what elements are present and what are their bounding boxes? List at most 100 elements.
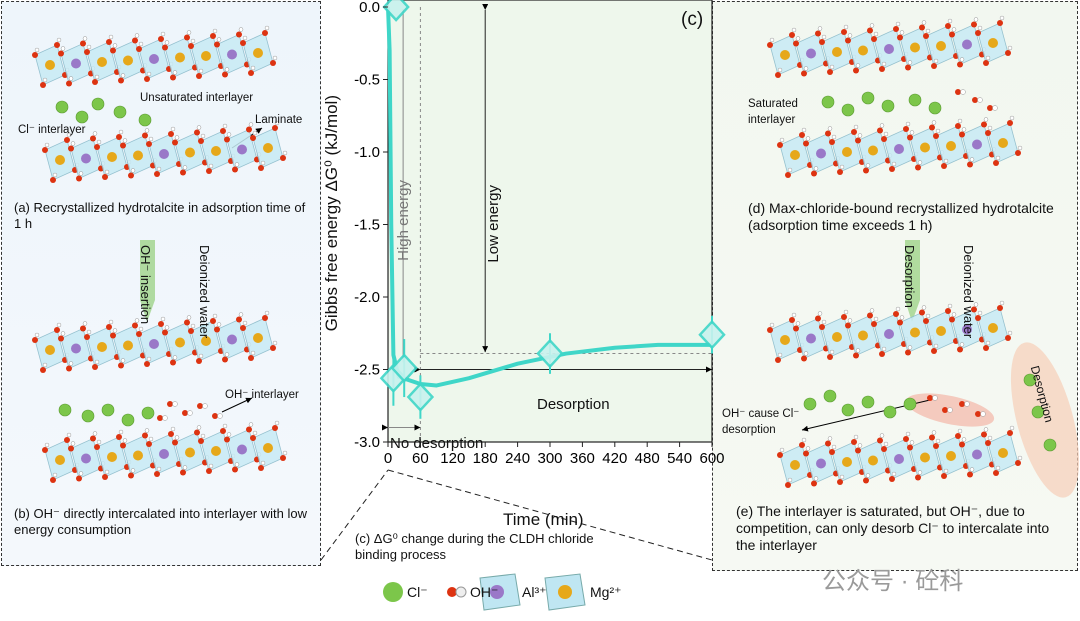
oxygen-atom <box>162 329 168 336</box>
hydrogen-atom <box>272 55 278 61</box>
mg-atom <box>946 141 956 151</box>
oxygen-atom <box>58 335 64 342</box>
oh-hydrogen <box>960 89 966 95</box>
oxygen-atom <box>827 354 833 360</box>
oxygen-atom <box>58 50 64 57</box>
oxygen-atom <box>120 442 126 449</box>
oxygen-atom <box>262 30 268 36</box>
oxygen-atom <box>224 136 230 143</box>
hydrogen-atom <box>805 446 811 451</box>
oxygen-atom <box>997 305 1003 311</box>
hydrogen-atom <box>238 312 244 317</box>
hydrogen-atom <box>170 126 176 132</box>
legend-oh: OH⁻ <box>470 584 499 600</box>
cl-ion <box>881 99 895 113</box>
hydrogen-atom <box>891 161 897 167</box>
hydrogen-atom <box>829 64 835 70</box>
data-point <box>382 0 410 22</box>
oxygen-atom <box>136 46 142 52</box>
al-atom <box>972 139 982 150</box>
oxygen-atom <box>188 328 194 334</box>
data-point <box>390 353 418 383</box>
hydrogen-atom <box>68 76 74 81</box>
hydrogen-atom <box>921 305 927 310</box>
legend-cl: Cl⁻ <box>407 584 428 600</box>
oxygen-atom <box>775 357 781 363</box>
hydrogen-atom <box>156 166 162 172</box>
oxygen-atom <box>811 480 817 487</box>
hydrogen-atom <box>935 128 941 134</box>
hydrogen-atom <box>212 28 218 34</box>
hydrogen-atom <box>907 60 913 65</box>
chart-y-label: Gibbs free energy ΔG⁰ (kJ/mol) <box>322 95 341 332</box>
hydrogen-atom <box>112 328 118 333</box>
hydrogen-atom <box>96 139 102 145</box>
hydrogen-atom <box>983 117 989 122</box>
mg-atom <box>211 446 221 456</box>
hydrogen-atom <box>130 168 136 173</box>
hydrogen-atom <box>66 432 72 438</box>
hydrogen-atom <box>817 311 823 316</box>
hydrogen-atom <box>60 331 66 336</box>
hydrogen-atom <box>905 121 911 127</box>
cl-ion <box>138 113 152 127</box>
mg-atom <box>185 447 195 458</box>
hydrogen-atom <box>272 340 278 346</box>
al-atom <box>149 339 159 349</box>
al-atom <box>71 343 81 354</box>
hydrogen-atom <box>164 40 170 45</box>
oxygen-atom <box>144 361 150 367</box>
hydrogen-atom <box>827 126 833 131</box>
oxygen-atom <box>889 476 895 482</box>
mg-atom <box>45 345 55 355</box>
oh-oxygen <box>975 411 981 417</box>
oh-oxygen <box>197 403 203 409</box>
hydrotalcite-layer <box>32 310 278 373</box>
al-atom <box>159 149 169 159</box>
oxygen-atom <box>777 452 783 458</box>
insertion-arrow <box>140 240 155 322</box>
oxygen-atom <box>775 72 781 78</box>
hydrogen-atom <box>34 332 40 338</box>
oxygen-atom <box>841 29 847 35</box>
oxygen-atom <box>76 475 82 482</box>
hydrotalcite-layer <box>42 120 288 183</box>
mg-atom <box>55 155 65 165</box>
oxygen-atom <box>919 309 925 316</box>
y-tick-label: -3.0 <box>354 434 380 451</box>
oxygen-atom <box>785 482 791 488</box>
al-atom <box>962 39 972 50</box>
hydrogen-atom <box>44 442 50 448</box>
oxygen-atom <box>236 31 242 38</box>
hydrogen-atom <box>248 422 254 427</box>
oxygen-atom <box>949 31 955 38</box>
hydrogen-atom <box>933 58 939 64</box>
hydrogen-atom <box>853 434 859 440</box>
oh-hydrogen <box>172 401 178 407</box>
oxygen-atom <box>196 358 202 364</box>
cl-ion <box>58 403 72 417</box>
hydrogen-atom <box>995 155 1001 161</box>
hydrogen-atom <box>164 325 170 330</box>
oxygen-atom <box>50 177 56 183</box>
hydrogen-atom <box>951 312 957 317</box>
hydrogen-atom <box>60 46 66 51</box>
oxygen-atom <box>210 318 216 324</box>
oxygen-atom <box>146 141 152 147</box>
hydrogen-atom <box>813 476 819 481</box>
hydrogen-atom <box>172 70 178 75</box>
hydrogen-atom <box>82 36 88 41</box>
hydrogen-atom <box>943 468 949 474</box>
oxygen-atom <box>945 23 951 29</box>
hydrogen-atom <box>200 133 206 139</box>
hydrogen-atom <box>70 441 76 446</box>
hydrogen-atom <box>92 431 98 436</box>
hydrogen-atom <box>134 318 140 323</box>
hydrogen-atom <box>112 43 118 48</box>
x-tick-label: 0 <box>384 450 392 467</box>
oxygen-atom <box>42 147 48 153</box>
hydrogen-atom <box>857 443 863 448</box>
mg-atom <box>868 145 878 156</box>
hydrogen-atom <box>248 122 254 127</box>
chart-x-label: Time (min) <box>503 510 584 529</box>
